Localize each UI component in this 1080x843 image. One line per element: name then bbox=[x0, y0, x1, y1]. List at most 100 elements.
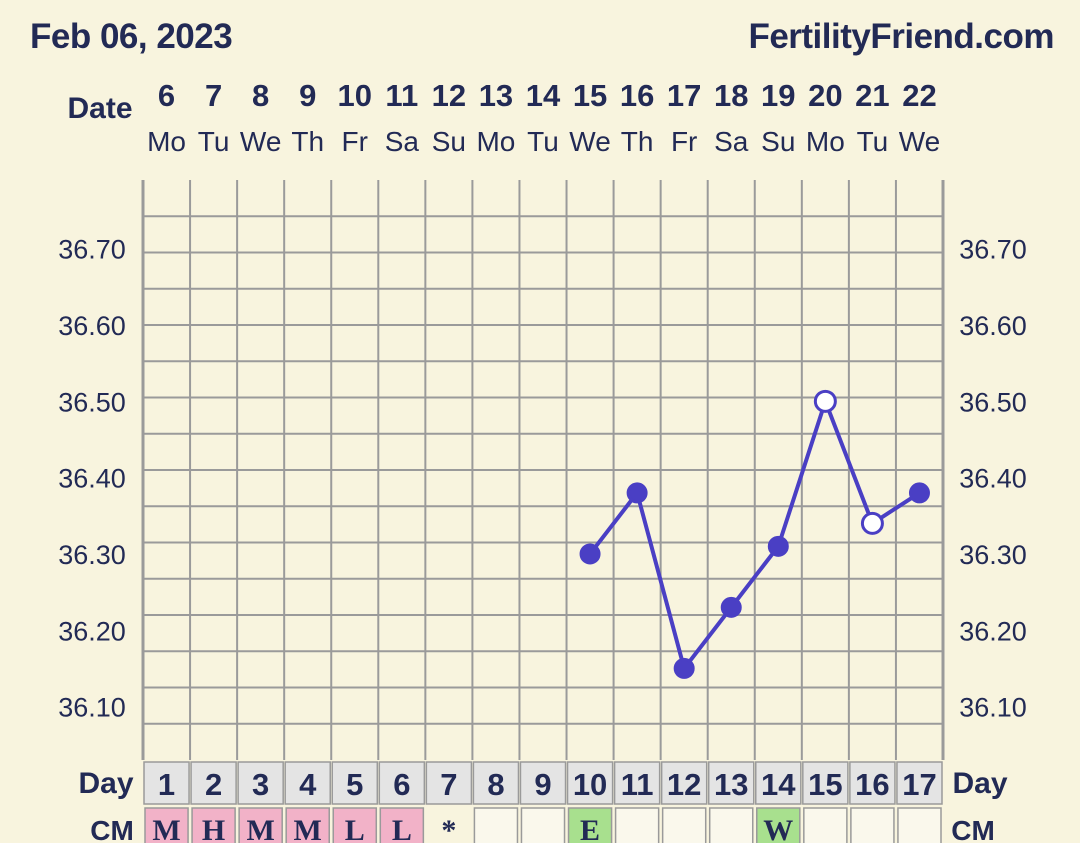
date-label: 9 bbox=[299, 78, 316, 113]
cm-label: E bbox=[580, 814, 600, 843]
weekday-label: Su bbox=[432, 126, 466, 157]
weekday-label: Sa bbox=[714, 126, 749, 157]
cm-cell bbox=[285, 807, 330, 843]
cycle-day-label: 10 bbox=[573, 767, 607, 802]
y-tick-label: 36.40 bbox=[58, 464, 126, 494]
weekday-label: We bbox=[240, 126, 282, 157]
y-tick-label: 36.60 bbox=[959, 311, 1027, 341]
date-label: 14 bbox=[526, 78, 561, 113]
temperature-point-open bbox=[860, 511, 884, 535]
cm-row-label-right: CM bbox=[951, 815, 995, 843]
date-label: 18 bbox=[714, 78, 748, 113]
cycle-day-cell bbox=[660, 761, 708, 805]
date-label: 7 bbox=[205, 78, 222, 113]
y-tick-label: 36.20 bbox=[959, 616, 1027, 646]
cycle-day-label: 13 bbox=[714, 767, 748, 802]
cm-label: L bbox=[345, 814, 365, 843]
cm-label: * bbox=[441, 814, 456, 843]
date-label: 15 bbox=[573, 78, 607, 113]
weekday-label: Fr bbox=[671, 126, 697, 157]
cm-cell bbox=[708, 807, 754, 843]
date-label: 17 bbox=[667, 78, 701, 113]
cycle-day-cell bbox=[849, 761, 896, 805]
cycle-day-cell bbox=[331, 761, 379, 805]
date-row: 6 7 8 9 10 11 12 13 14 15 16 17 18 19 20 21 22 bbox=[158, 78, 937, 113]
cm-cell bbox=[567, 807, 613, 843]
cycle-day-label: 8 bbox=[487, 767, 504, 802]
cm-cell bbox=[379, 807, 425, 843]
cervical-mucus-row: M H M M L L * E W bbox=[144, 807, 942, 843]
date-label: 11 bbox=[385, 78, 418, 113]
cycle-day-cell bbox=[802, 761, 849, 805]
temperature-line bbox=[588, 399, 921, 671]
cycle-day-row: 1 2 3 4 5 6 7 8 9 10 11 12 13 14 15 16 17 bbox=[143, 761, 943, 805]
date-label: 21 bbox=[855, 78, 889, 113]
cycle-day-label: 16 bbox=[855, 767, 889, 802]
cycle-day-label: 11 bbox=[621, 767, 654, 802]
weekday-label: We bbox=[569, 126, 611, 157]
cm-cell bbox=[850, 807, 895, 843]
date-label: 13 bbox=[479, 78, 513, 113]
temperature-point-open bbox=[813, 389, 837, 413]
cm-label: M bbox=[246, 814, 274, 843]
cycle-day-cell bbox=[425, 761, 473, 805]
cm-cell bbox=[191, 807, 236, 843]
cycle-day-label: 15 bbox=[808, 767, 842, 802]
cm-label: M bbox=[152, 814, 180, 843]
chart-grid bbox=[141, 180, 945, 760]
cycle-day-label: 17 bbox=[902, 767, 936, 802]
cycle-day-cell bbox=[707, 761, 755, 805]
cycle-day-label: 12 bbox=[667, 767, 701, 802]
date-label: 6 bbox=[158, 78, 175, 113]
cycle-day-cell bbox=[613, 761, 661, 805]
date-label: 20 bbox=[808, 78, 842, 113]
temperature-point bbox=[673, 657, 695, 679]
cm-cell bbox=[520, 807, 566, 843]
weekday-label: Th bbox=[291, 126, 324, 157]
y-axis-left: 36.70 36.60 36.50 36.40 36.30 36.20 36.10 bbox=[58, 235, 126, 723]
cm-label: H bbox=[202, 814, 225, 843]
day-row-label: Day bbox=[78, 767, 133, 800]
cycle-day-label: 1 bbox=[158, 767, 175, 802]
y-axis-right: 36.70 36.60 36.50 36.40 36.30 36.20 36.10 bbox=[959, 235, 1027, 723]
cycle-day-label: 3 bbox=[252, 767, 269, 802]
cycle-day-cell bbox=[143, 761, 190, 805]
chart-date: Feb 06, 2023 bbox=[30, 17, 232, 56]
day-row-label-right: Day bbox=[952, 767, 1007, 800]
weekday-label: Tu bbox=[198, 126, 230, 157]
cm-cell bbox=[803, 807, 848, 843]
cm-cell bbox=[144, 807, 189, 843]
cm-label: M bbox=[294, 814, 322, 843]
cycle-day-label: 7 bbox=[440, 767, 457, 802]
cm-row-label: CM bbox=[90, 815, 134, 843]
cm-cell bbox=[614, 807, 660, 843]
temperature-series bbox=[579, 389, 930, 679]
weekday-row: Mo Tu We Th Fr Sa Su Mo Tu We Th Fr Sa Su Mo Tu We bbox=[147, 126, 940, 157]
weekday-label: Fr bbox=[342, 126, 368, 157]
cycle-day-cell bbox=[566, 761, 614, 805]
y-tick-label: 36.30 bbox=[58, 540, 126, 570]
cycle-day-cell bbox=[896, 761, 943, 805]
cycle-day-cell bbox=[237, 761, 284, 805]
date-label: 19 bbox=[761, 78, 795, 113]
cycle-day-label: 9 bbox=[534, 767, 551, 802]
weekday-label: Mo bbox=[147, 126, 186, 157]
y-tick-label: 36.10 bbox=[959, 693, 1027, 723]
temperature-point bbox=[626, 482, 648, 504]
weekday-label: Tu bbox=[857, 126, 889, 157]
cycle-day-label: 2 bbox=[205, 767, 222, 802]
y-tick-label: 36.70 bbox=[959, 235, 1027, 265]
y-tick-label: 36.60 bbox=[58, 311, 126, 341]
date-label: 10 bbox=[338, 78, 372, 113]
cycle-day-cell bbox=[190, 761, 237, 805]
cycle-day-cell bbox=[519, 761, 567, 805]
weekday-label: Mo bbox=[806, 126, 845, 157]
y-tick-label: 36.40 bbox=[959, 464, 1027, 494]
weekday-label: Sa bbox=[385, 126, 420, 157]
site-name[interactable]: FertilityFriend.com bbox=[748, 17, 1054, 56]
weekday-label: Tu bbox=[527, 126, 559, 157]
cycle-day-cell bbox=[284, 761, 331, 805]
weekday-label: Mo bbox=[476, 126, 515, 157]
weekday-label: We bbox=[899, 126, 941, 157]
